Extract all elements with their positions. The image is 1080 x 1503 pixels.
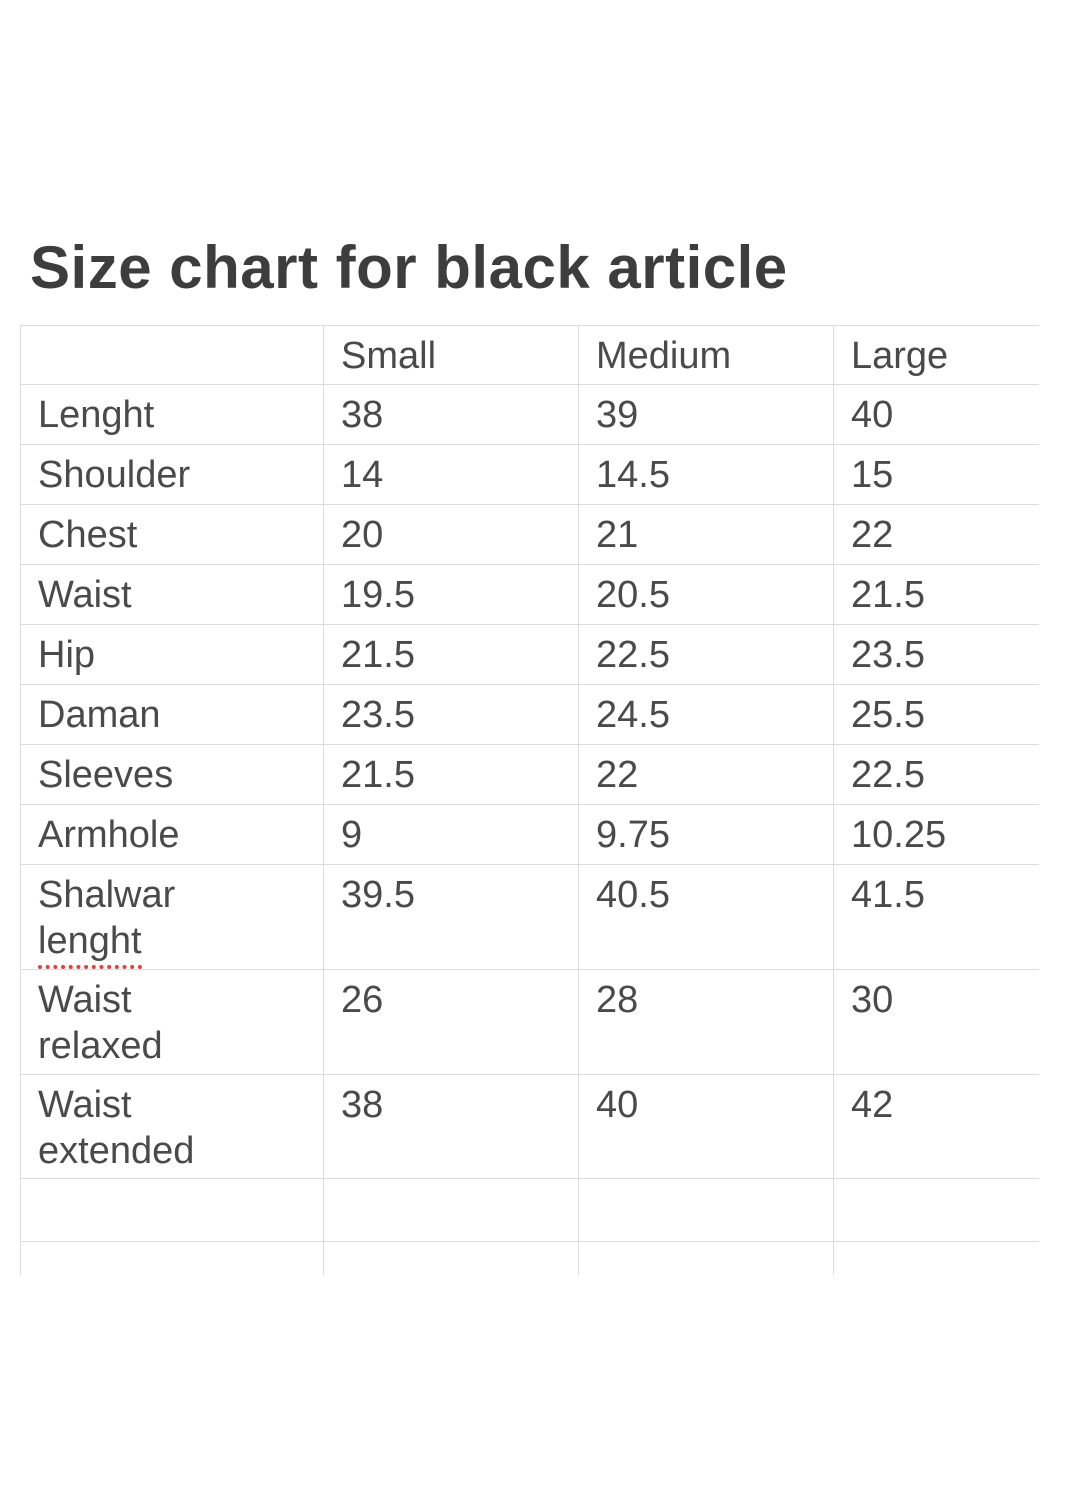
value-cell: 26 — [323, 969, 579, 1075]
value-cell: 21 — [578, 504, 834, 565]
row-label-line1: Waist — [38, 979, 132, 1021]
table-row-chest: Chest 20 21 22 — [20, 504, 1039, 565]
value-cell: 10.25 — [833, 804, 1039, 865]
value-cell: 22 — [833, 504, 1039, 565]
value-cell: 42 — [833, 1074, 1039, 1179]
row-label-cell: Chest — [20, 504, 324, 565]
row-label-cell: Sleeves — [20, 744, 324, 805]
row-label-cell: Daman — [20, 684, 324, 745]
row-label-cell: Lenght — [20, 384, 324, 445]
row-label-cell: Waist extended — [20, 1074, 324, 1179]
value-cell — [578, 1241, 834, 1275]
value-cell — [578, 1178, 834, 1242]
table-row-lenght: Lenght 38 39 40 — [20, 384, 1039, 445]
value-cell: 22 — [578, 744, 834, 805]
value-cell — [323, 1178, 579, 1242]
table-row-empty-cropped — [20, 1241, 1039, 1275]
table-row-waist: Waist 19.5 20.5 21.5 — [20, 564, 1039, 625]
table-header-row: Small Medium Large — [20, 325, 1039, 385]
value-cell: 24.5 — [578, 684, 834, 745]
value-cell: 14.5 — [578, 444, 834, 505]
value-cell: 38 — [323, 384, 579, 445]
value-cell: 39.5 — [323, 864, 579, 970]
value-cell: 21.5 — [323, 624, 579, 685]
header-cell-medium: Medium — [578, 325, 834, 385]
table-row-shalwar-lenght: Shalwar lenght 39.5 40.5 41.5 — [20, 864, 1039, 970]
table-row-daman: Daman 23.5 24.5 25.5 — [20, 684, 1039, 745]
value-cell: 22.5 — [578, 624, 834, 685]
value-cell: 41.5 — [833, 864, 1039, 970]
row-label-cell: Waist — [20, 564, 324, 625]
misspelled-word-underline: lenght — [38, 918, 142, 969]
row-label-cell: Hip — [20, 624, 324, 685]
header-cell-large: Large — [833, 325, 1039, 385]
value-cell: 30 — [833, 969, 1039, 1075]
table-row-shoulder: Shoulder 14 14.5 15 — [20, 444, 1039, 505]
header-cell-small: Small — [323, 325, 579, 385]
row-label-cell — [20, 1178, 324, 1242]
table-row-sleeves: Sleeves 21.5 22 22.5 — [20, 744, 1039, 805]
row-label-cell — [20, 1241, 324, 1275]
value-cell — [833, 1241, 1039, 1275]
value-cell — [323, 1241, 579, 1275]
value-cell: 15 — [833, 444, 1039, 505]
value-cell — [833, 1178, 1039, 1242]
value-cell: 38 — [323, 1074, 579, 1179]
value-cell: 22.5 — [833, 744, 1039, 805]
value-cell: 39 — [578, 384, 834, 445]
table-row-hip: Hip 21.5 22.5 23.5 — [20, 624, 1039, 685]
value-cell: 28 — [578, 969, 834, 1075]
row-label-cell: Waist relaxed — [20, 969, 324, 1075]
header-cell-blank — [20, 325, 324, 385]
table-row-waist-relaxed: Waist relaxed 26 28 30 — [20, 969, 1039, 1075]
value-cell: 40 — [578, 1074, 834, 1179]
value-cell: 21.5 — [323, 744, 579, 805]
row-label-line2: relaxed — [38, 1025, 163, 1067]
value-cell: 25.5 — [833, 684, 1039, 745]
value-cell: 23.5 — [323, 684, 579, 745]
size-chart-table: Small Medium Large Lenght 38 39 40 Shoul… — [20, 325, 1039, 1275]
value-cell: 19.5 — [323, 564, 579, 625]
row-label-line2: extended — [38, 1130, 195, 1172]
value-cell: 9 — [323, 804, 579, 865]
value-cell: 23.5 — [833, 624, 1039, 685]
page-title: Size chart for black article — [30, 234, 788, 301]
value-cell: 40 — [833, 384, 1039, 445]
table-row-waist-extended: Waist extended 38 40 42 — [20, 1074, 1039, 1179]
value-cell: 9.75 — [578, 804, 834, 865]
row-label-line1: Waist — [38, 1084, 132, 1126]
row-label-line1: Shalwar — [38, 874, 176, 916]
value-cell: 40.5 — [578, 864, 834, 970]
value-cell: 20.5 — [578, 564, 834, 625]
row-label-cell: Armhole — [20, 804, 324, 865]
value-cell: 20 — [323, 504, 579, 565]
row-label-line2: lenght — [38, 918, 315, 969]
row-label-cell: Shoulder — [20, 444, 324, 505]
value-cell: 14 — [323, 444, 579, 505]
table-row-empty — [20, 1178, 1039, 1242]
value-cell: 21.5 — [833, 564, 1039, 625]
table-row-armhole: Armhole 9 9.75 10.25 — [20, 804, 1039, 865]
row-label-cell: Shalwar lenght — [20, 864, 324, 970]
